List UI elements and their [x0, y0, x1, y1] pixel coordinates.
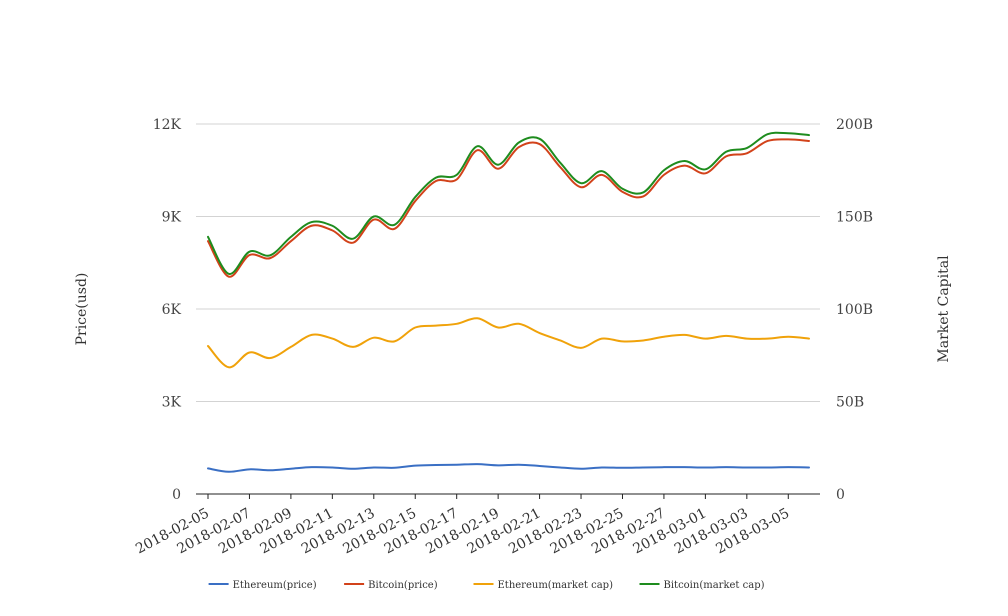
y-right-tick-label: 50B	[836, 395, 864, 411]
y-right-tick-label: 200B	[836, 117, 873, 133]
y-left-tick-label: 3K	[162, 395, 182, 411]
y-right-tick-label: 150B	[836, 210, 873, 226]
y-left-tick-label: 6K	[162, 302, 182, 318]
legend: Ethereum(price) Bitcoin(price) Ethereum(ma…	[208, 580, 765, 591]
legend-label: Bitcoin(price)	[368, 580, 438, 591]
grid-lines	[196, 123, 820, 402]
y-left-tick-label: 9K	[162, 210, 182, 226]
series-line-ethereum-market-cap	[207, 317, 810, 369]
axes: 03K6K9K12K050B100B150B200B2018-02-052018…	[74, 117, 952, 557]
legend-item-bitcoin-price[interactable]: Bitcoin(price)	[344, 580, 438, 591]
series-line-ethereum-price	[207, 463, 810, 473]
legend-item-bitcoin-market-cap[interactable]: Bitcoin(market cap)	[639, 580, 765, 591]
y-left-tick-label: 12K	[153, 117, 182, 133]
y-right-axis-title: Market Capital	[936, 255, 952, 363]
y-right-tick-label: 0	[836, 487, 845, 503]
legend-label: Ethereum(market cap)	[498, 580, 614, 591]
legend-item-ethereum-price[interactable]: Ethereum(price)	[208, 580, 317, 591]
series-line-bitcoin-market-cap	[207, 131, 810, 275]
legend-label: Bitcoin(market cap)	[664, 580, 765, 591]
series-lines	[207, 131, 810, 473]
y-right-tick-label: 100B	[836, 302, 873, 318]
legend-item-ethereum-market-cap[interactable]: Ethereum(market cap)	[473, 580, 614, 591]
y-left-tick-label: 0	[172, 487, 181, 503]
y-left-axis-title: Price(usd)	[74, 273, 90, 346]
legend-label: Ethereum(price)	[233, 580, 317, 591]
series-line-bitcoin-price	[207, 138, 810, 278]
